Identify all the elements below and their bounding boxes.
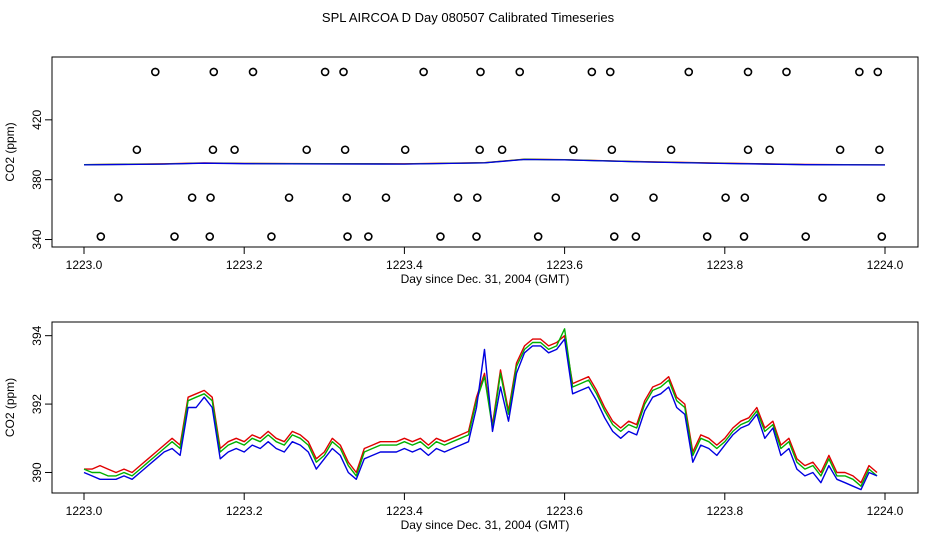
data-point-marker	[132, 145, 142, 155]
data-point-marker	[248, 67, 258, 77]
data-point-marker	[877, 232, 887, 241]
data-point-marker	[320, 67, 330, 77]
x-tick-label: 1223.0	[66, 258, 103, 272]
data-point-marker	[818, 193, 827, 202]
data-point-marker	[739, 232, 749, 241]
data-point-marker	[609, 232, 619, 241]
x-tick-label: 1224.0	[867, 258, 904, 272]
data-point-marker	[302, 145, 311, 155]
data-point-marker	[876, 193, 886, 202]
data-point-marker	[267, 232, 276, 241]
data-point-marker	[205, 232, 215, 241]
series-line-blue	[83, 338, 878, 491]
bottom-panel: 1223.0 1223.2 1223.4 1223.6 1223.8 1224.0 390 3…	[3, 321, 919, 532]
y-tick-label: 394	[30, 325, 44, 345]
data-point-marker	[666, 145, 676, 155]
data-point-marker	[364, 232, 373, 241]
x-tick-label: 1223.6	[546, 258, 583, 272]
data-point-marker	[400, 145, 410, 155]
data-point-marker	[855, 67, 864, 77]
data-point-marker	[476, 67, 485, 77]
data-point-marker	[343, 232, 352, 241]
x-tick-label: 1223.4	[386, 258, 423, 272]
data-point-marker	[453, 193, 463, 202]
y-tick-label: 340	[30, 229, 44, 249]
data-point-marker	[782, 67, 791, 77]
plot-frame	[51, 56, 919, 248]
data-point-marker	[475, 145, 484, 155]
data-point-marker	[649, 193, 658, 202]
y-axis-label: CO2 (ppm)	[3, 122, 17, 181]
data-point-marker	[96, 232, 106, 241]
data-point-marker	[721, 193, 730, 202]
data-point-marker	[609, 193, 619, 202]
data-point-marker	[743, 67, 753, 77]
series-line-blue	[83, 158, 886, 166]
data-point-marker	[533, 232, 543, 241]
data-point-marker	[801, 232, 811, 241]
data-point-marker	[684, 67, 694, 77]
data-point-marker	[150, 67, 160, 77]
data-point-marker	[631, 232, 641, 241]
figure-title: SPL AIRCOA D Day 080507 Calibrated Times…	[322, 10, 615, 25]
y-tick-label: 380	[30, 169, 44, 189]
y-axis-label: CO2 (ppm)	[3, 378, 17, 437]
x-tick-label: 1223.6	[546, 504, 583, 518]
data-point-marker	[381, 193, 391, 202]
data-point-marker	[208, 145, 218, 155]
y-tick-label: 390	[30, 462, 44, 482]
series-line-green	[83, 328, 878, 487]
data-point-marker	[873, 67, 883, 77]
series-line-red	[84, 335, 878, 484]
data-point-marker	[472, 193, 482, 202]
data-point-marker	[743, 145, 753, 155]
data-point-marker	[765, 145, 774, 155]
x-tick-label: 1223.8	[706, 504, 743, 518]
data-point-marker	[230, 145, 239, 155]
y-tick-label: 420	[30, 110, 44, 130]
x-axis-label: Day since Dec. 31, 2004 (GMT)	[401, 518, 570, 532]
data-point-marker	[702, 232, 712, 241]
y-tick-label: 392	[30, 394, 44, 414]
data-point-marker	[740, 193, 750, 202]
data-point-marker	[419, 67, 428, 77]
x-tick-label: 1223.2	[226, 504, 263, 518]
data-point-marker	[342, 193, 352, 202]
data-point-marker	[206, 193, 215, 202]
plot-frame	[51, 321, 919, 494]
x-tick-label: 1224.0	[867, 504, 904, 518]
data-point-marker	[340, 145, 350, 155]
data-point-marker	[170, 232, 179, 241]
x-tick-label: 1223.8	[706, 258, 743, 272]
data-point-marker	[209, 67, 219, 77]
x-axis-label: Day since Dec. 31, 2004 (GMT)	[401, 272, 570, 286]
data-point-marker	[515, 67, 525, 77]
data-point-marker	[569, 145, 578, 155]
data-point-marker	[472, 232, 481, 241]
data-point-marker	[587, 67, 597, 77]
data-point-marker	[875, 145, 884, 155]
data-point-marker	[605, 67, 615, 77]
data-point-marker	[114, 193, 123, 202]
x-tick-label: 1223.0	[66, 504, 103, 518]
data-point-marker	[187, 193, 197, 202]
x-tick-label: 1223.2	[226, 258, 263, 272]
data-point-marker	[339, 67, 348, 77]
data-point-marker	[835, 145, 845, 155]
x-tick-label: 1223.4	[386, 504, 423, 518]
data-point-marker	[284, 193, 294, 202]
data-point-marker	[607, 145, 617, 155]
data-point-marker	[497, 145, 507, 155]
data-point-marker	[551, 193, 561, 202]
top-panel: 1223.0 1223.2 1223.4 1223.6 1223.8 1224.0 340 3…	[3, 56, 919, 286]
data-point-marker	[436, 232, 445, 241]
